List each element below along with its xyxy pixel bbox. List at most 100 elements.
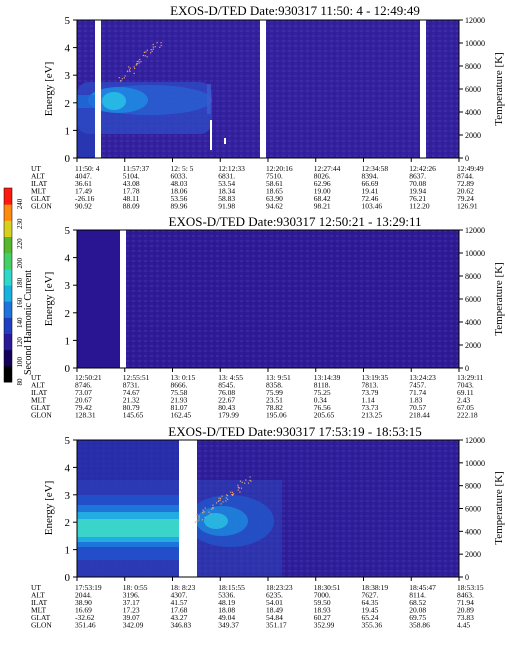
y-tick-label: 1: [65, 335, 71, 347]
table-cell: 17.78: [123, 187, 140, 196]
table-cell: 48.11: [123, 194, 140, 203]
row-label-ut: UT: [31, 164, 41, 173]
temperature-dot: [129, 69, 131, 71]
row-label-glon: GLON: [31, 411, 52, 420]
table-cell: 75.25: [314, 388, 331, 397]
panel-3-temperature-dots: [194, 476, 252, 523]
table-cell: 12:20:16: [266, 164, 293, 173]
table-cell: 8637.: [409, 172, 426, 181]
table-cell: 66.69: [362, 179, 379, 188]
colorbar-tick-label: 200: [16, 258, 24, 269]
table-cell: 70.57: [409, 403, 426, 412]
table-cell: 12:42:26: [409, 164, 436, 173]
table-cell: 53.56: [171, 194, 188, 203]
colorbar-tick-label: 120: [16, 337, 24, 348]
table-cell: 19.94: [409, 187, 426, 196]
table-cell: 195.06: [266, 411, 287, 420]
y2-tick-label: 2000: [465, 341, 481, 350]
table-cell: 98.21: [314, 202, 331, 211]
table-cell: 4307.: [171, 591, 188, 600]
table-cell: 13:29:11: [457, 373, 484, 382]
table-cell: 0.34: [314, 396, 327, 405]
temperature-dot: [210, 513, 212, 515]
table-cell: 13: 4:55: [218, 373, 243, 382]
temperature-dot: [202, 509, 204, 511]
table-cell: 49.04: [218, 613, 235, 622]
table-cell: 13: 9:51: [266, 373, 291, 382]
temperature-dot: [129, 70, 131, 73]
table-cell: 351.46: [75, 621, 96, 630]
temperature-dot: [201, 519, 203, 521]
table-cell: 8545.: [218, 381, 235, 390]
temperature-dot: [247, 482, 250, 484]
panel-3-y2label: Temperature [K]: [493, 471, 505, 544]
temperature-dot: [159, 46, 161, 48]
row-label-glat: GLAT: [31, 613, 51, 622]
temperature-dot: [204, 516, 206, 519]
row-label-alt: ALT: [31, 172, 45, 181]
table-cell: 91.98: [218, 202, 235, 211]
table-cell: 17.23: [123, 606, 140, 615]
y2-tick-label: 6000: [465, 85, 481, 94]
temperature-dot: [216, 502, 218, 504]
table-cell: 18:45:47: [409, 583, 436, 592]
temperature-dot: [160, 44, 162, 47]
temperature-dot: [123, 77, 125, 79]
temperature-dot: [220, 503, 222, 505]
panel-1-axes: 0 1 2 3 4 5 0 2000 4000 6000 8000 10000 12000: [65, 15, 486, 165]
table-cell: 13: 0:15: [171, 373, 196, 382]
temperature-dot: [133, 72, 135, 74]
table-cell: 12:27:44: [314, 164, 341, 173]
row-label-ilat: ILAT: [31, 388, 48, 397]
panel-1-ylabel: Energy [eV]: [43, 62, 55, 116]
table-cell: 71.94: [457, 598, 474, 607]
table-cell: 39.07: [123, 613, 140, 622]
table-cell: 18.49: [266, 606, 283, 615]
table-cell: 90.92: [75, 202, 92, 211]
spectrogram-panel-2: EXOS-D/TED Date:930317 12:50:21 - 13:29:…: [31, 214, 505, 420]
table-cell: 8731.: [123, 381, 140, 390]
y-tick-label: 2: [65, 98, 71, 110]
table-cell: 205.65: [314, 411, 335, 420]
panel-3-axes: 0 1 2 3 4 5 0 2000 4000 6000 8000 10000 12000: [65, 435, 486, 584]
y2-tick-label: 10000: [465, 249, 485, 258]
temperature-dot: [118, 77, 120, 79]
table-cell: 58.83: [218, 194, 235, 203]
table-cell: 17.68: [171, 606, 188, 615]
temperature-dot: [196, 514, 198, 516]
colorbar-segment: [4, 301, 12, 318]
table-cell: 78.82: [266, 403, 283, 412]
table-cell: 72.89: [457, 179, 474, 188]
table-cell: 6033.: [171, 172, 188, 181]
table-cell: 8114.: [409, 591, 426, 600]
table-cell: 12: 5: 5: [171, 164, 194, 173]
colorbar-tick-label: 160: [16, 297, 24, 308]
colorbar-gradient: [3, 187, 13, 383]
table-cell: 13:14:39: [314, 373, 341, 382]
table-cell: 94.62: [266, 202, 283, 211]
y-tick-label: 3: [65, 70, 71, 82]
temperature-dot: [136, 63, 138, 65]
colorbar-tick-label: 80: [16, 378, 24, 386]
table-cell: 20.89: [457, 606, 474, 615]
table-cell: 18: 0:55: [123, 583, 148, 592]
table-cell: 4047.: [75, 172, 92, 181]
table-cell: 346.83: [171, 621, 192, 630]
y-tick-label: 4: [65, 43, 71, 55]
temperature-dot: [146, 56, 148, 58]
table-cell: 20.62: [457, 187, 474, 196]
temperature-dot: [152, 46, 154, 48]
colorbar-segment: [4, 365, 12, 383]
temperature-dot: [203, 511, 205, 513]
colorbar-segment: [4, 333, 12, 351]
table-cell: 80.43: [218, 403, 235, 412]
table-cell: 12:50:21: [75, 373, 102, 382]
panel-1-y2label: Temperature [K]: [493, 52, 505, 125]
panel-2-axes: 0 1 2 3 4 5 0 2000 4000 6000 8000 10000 12000: [65, 225, 486, 375]
temperature-dot: [204, 507, 206, 509]
table-cell: 48.19: [218, 598, 235, 607]
colorbar-ticks: 240 230 220 200 180 160 140 120 100 80: [16, 198, 24, 385]
table-cell: 218.44: [409, 411, 430, 420]
temperature-dot: [136, 60, 138, 63]
temperature-dot: [237, 489, 239, 491]
